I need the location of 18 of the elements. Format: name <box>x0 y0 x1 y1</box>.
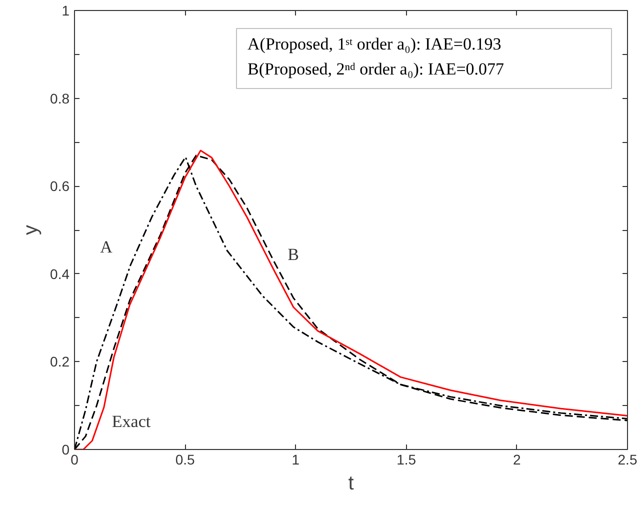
x-tick-label: 2.5 <box>618 452 638 468</box>
annotation: A(Proposed, 1ˢᵗ order a₀): IAE=0.193 <box>248 34 502 54</box>
x-axis-title: t <box>348 472 354 494</box>
y-tick-label: 1 <box>62 2 70 18</box>
annotation: B(Proposed, 2ⁿᵈ order a₀): IAE=0.077 <box>248 60 505 78</box>
y-tick-label: 0 <box>62 442 70 458</box>
y-tick-label: 0.6 <box>50 178 70 194</box>
series-label: B <box>288 245 299 264</box>
y-axis-title: y <box>20 225 42 235</box>
y-tick-label: 0.4 <box>50 266 70 282</box>
x-tick-label: 1 <box>292 452 300 468</box>
y-tick-label: 0.2 <box>50 354 70 370</box>
x-tick-label: 0.5 <box>175 452 196 468</box>
series-label: A <box>100 238 114 257</box>
x-tick-label: 2 <box>513 452 522 468</box>
series-label: Exact <box>112 412 151 431</box>
x-tick-label: 1.5 <box>396 452 416 468</box>
y-tick-label: 0.8 <box>50 90 70 106</box>
